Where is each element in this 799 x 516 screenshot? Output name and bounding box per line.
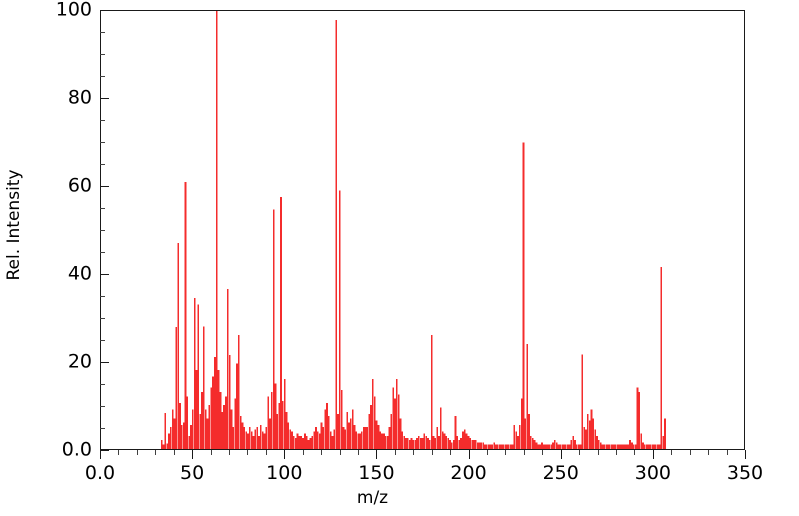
x-tick-minor: [708, 450, 710, 455]
x-tick-minor: [505, 450, 507, 455]
x-tick-minor: [155, 450, 157, 455]
y-tick-label: 20: [67, 350, 92, 373]
y-tick-minor: [100, 252, 105, 253]
x-tick-major: [100, 450, 101, 459]
x-tick-major: [468, 450, 470, 459]
y-tick-minor: [100, 208, 105, 209]
y-axis-tick-labels: 0.0 20 40 60 80 100: [0, 0, 92, 459]
x-tick-minor: [542, 450, 544, 455]
y-tick-major: [100, 274, 109, 275]
x-tick-minor: [173, 450, 175, 455]
x-tick-minor: [450, 450, 452, 455]
x-tick-minor: [136, 450, 138, 455]
x-tick-minor: [265, 450, 267, 455]
y-tick-major: [100, 98, 109, 99]
x-tick-minor: [616, 450, 617, 455]
x-tick-minor: [413, 450, 415, 455]
x-tick-label: 50: [180, 462, 205, 484]
y-tick-major: [100, 362, 109, 363]
y-tick-label: 80: [67, 86, 92, 109]
plot-area: [100, 10, 745, 450]
x-tick-minor: [247, 450, 249, 455]
x-tick-minor: [321, 450, 323, 455]
y-tick-major: [100, 186, 109, 187]
y-tick-minor: [100, 120, 105, 121]
y-tick-minor: [100, 340, 105, 341]
y-tick-label: 0.0: [61, 438, 92, 461]
y-tick-minor: [100, 164, 105, 165]
x-tick-minor: [210, 450, 212, 455]
x-tick-minor: [726, 450, 728, 455]
y-tick-minor: [100, 318, 105, 319]
x-tick-major: [192, 450, 194, 459]
x-tick-minor: [597, 450, 599, 455]
x-tick-minor: [431, 450, 433, 455]
spectrum-series: [160, 11, 666, 449]
y-tick-minor: [100, 54, 105, 55]
x-axis-tick-labels: 0.0 50 100 150 200 250 300 350: [85, 462, 763, 488]
y-tick-label: 100: [55, 0, 92, 21]
y-axis-title: Rel. Intensity: [4, 169, 24, 281]
x-tick-label: 350: [726, 462, 764, 484]
x-tick-minor: [671, 450, 673, 455]
x-tick-label: 150: [358, 462, 395, 484]
x-tick-major: [284, 450, 286, 459]
x-tick-minor: [689, 450, 691, 455]
x-tick-minor: [229, 450, 230, 455]
y-tick-minor: [100, 76, 105, 77]
y-tick-minor: [100, 142, 105, 143]
y-tick-minor: [100, 384, 105, 385]
x-axis-title-text: m/z: [356, 488, 389, 508]
y-tick-minor: [100, 428, 105, 429]
x-tick-label: 250: [542, 462, 579, 484]
y-tick-major: [100, 10, 109, 11]
x-axis-ticks: [100, 450, 746, 461]
x-tick-minor: [579, 450, 581, 455]
x-tick-label: 0.0: [84, 462, 116, 484]
y-tick-label: 40: [67, 262, 92, 285]
y-tick-major: [100, 450, 109, 451]
y-tick-minor: [100, 230, 105, 231]
x-tick-label: 300: [634, 462, 671, 484]
x-tick-minor: [523, 450, 525, 455]
y-tick-label: 60: [67, 174, 92, 197]
x-tick-minor: [634, 450, 636, 455]
x-axis-title: m/z: [0, 488, 799, 508]
x-tick-minor: [358, 450, 359, 455]
x-tick-major: [745, 450, 746, 459]
y-axis-ticks: [100, 10, 110, 451]
x-tick-minor: [118, 450, 120, 455]
x-tick-minor: [394, 450, 396, 455]
x-tick-major: [560, 450, 562, 459]
y-tick-minor: [100, 296, 105, 297]
x-tick-label: 200: [450, 462, 487, 484]
y-tick-minor: [100, 32, 105, 33]
x-tick-major: [652, 450, 654, 459]
x-tick-major: [376, 450, 378, 459]
x-tick-label: 100: [266, 462, 303, 484]
x-tick-minor: [339, 450, 341, 455]
x-tick-minor: [302, 450, 304, 455]
x-tick-minor: [487, 450, 488, 455]
y-tick-minor: [100, 406, 105, 407]
